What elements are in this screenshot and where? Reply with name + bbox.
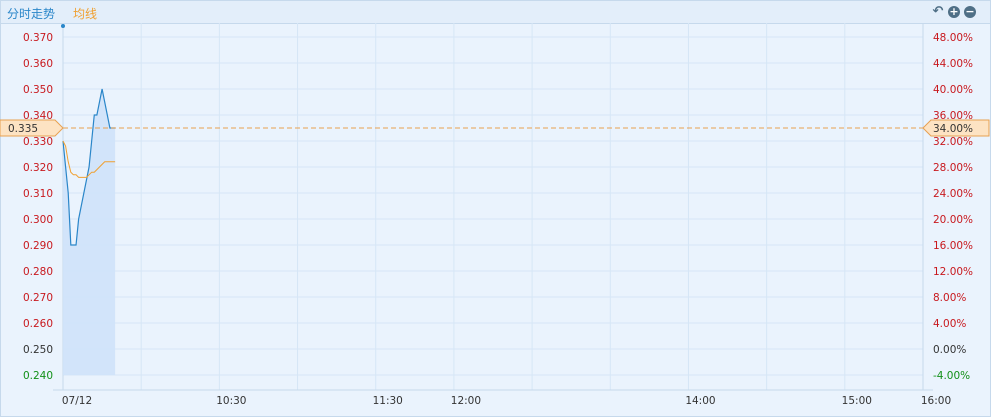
undo-icon[interactable]: ↶ xyxy=(932,4,944,19)
price-tick-label: 0.250 xyxy=(23,344,53,356)
time-tick-label: 11:30 xyxy=(373,395,403,407)
price-tick-label: 0.340 xyxy=(23,110,53,122)
chart-header: 分时走势 均线 ↶ + − xyxy=(1,1,990,24)
price-tick-label: 0.300 xyxy=(23,214,53,226)
price-tick-label: 0.270 xyxy=(23,292,53,304)
current-percent-label: 34.00% xyxy=(933,123,973,135)
price-tick-label: 0.310 xyxy=(23,188,53,200)
current-price-tag xyxy=(0,119,64,137)
percent-tick-label: 32.00% xyxy=(933,136,973,148)
price-tick-label: 0.320 xyxy=(23,162,53,174)
price-tick-label: 0.260 xyxy=(23,318,53,330)
time-tick-label: 12:00 xyxy=(451,395,481,407)
percent-tick-label: 20.00% xyxy=(933,214,973,226)
percent-tick-label: 44.00% xyxy=(933,58,973,70)
percent-tick-label: 24.00% xyxy=(933,188,973,200)
percent-tick-label: 40.00% xyxy=(933,84,973,96)
average-line xyxy=(62,140,116,178)
price-tick-label: 0.350 xyxy=(23,84,53,96)
zoom-in-icon[interactable]: + xyxy=(948,5,960,18)
current-price-label: 0.335 xyxy=(8,123,38,135)
price-tick-label: 0.360 xyxy=(23,58,53,70)
current-percent-tag xyxy=(922,119,990,137)
price-tick-label: 0.370 xyxy=(23,32,53,44)
time-tick-label: 15:00 xyxy=(842,395,872,407)
percent-tick-label: 36.00% xyxy=(933,110,973,122)
tab-average-line[interactable]: 均线 xyxy=(73,7,98,21)
start-marker xyxy=(61,24,65,28)
percent-tick-label: 16.00% xyxy=(933,240,973,252)
price-tick-label: 0.240 xyxy=(23,370,53,382)
price-line xyxy=(62,88,116,246)
price-area xyxy=(63,89,116,375)
percent-tick-label: 8.00% xyxy=(933,292,966,304)
percent-tick-label: 48.00% xyxy=(933,32,973,44)
percent-tick-label: 28.00% xyxy=(933,162,973,174)
zoom-out-icon[interactable]: − xyxy=(964,5,976,18)
percent-tick-label: -4.00% xyxy=(933,370,970,382)
time-tick-label: 07/12 xyxy=(62,395,92,407)
tab-intraday[interactable]: 分时走势 xyxy=(7,7,56,21)
percent-tick-label: 12.00% xyxy=(933,266,973,278)
time-tick-label: 16:00 xyxy=(921,395,951,407)
price-tick-label: 0.280 xyxy=(23,266,53,278)
time-tick-label: 10:30 xyxy=(216,395,246,407)
price-tick-label: 0.330 xyxy=(23,136,53,148)
percent-tick-label: 0.00% xyxy=(933,344,966,356)
time-tick-label: 14:00 xyxy=(685,395,715,407)
percent-tick-label: 4.00% xyxy=(933,318,966,330)
price-tick-label: 0.290 xyxy=(23,240,53,252)
